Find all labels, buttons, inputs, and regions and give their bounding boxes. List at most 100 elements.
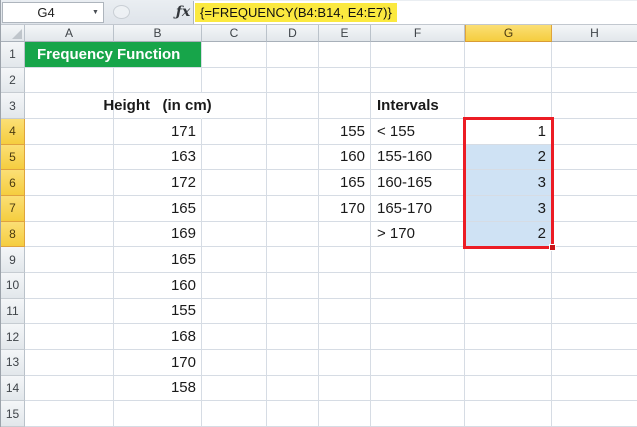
cell-F8[interactable]: > 170: [371, 221, 465, 248]
cell-C7[interactable]: [202, 196, 267, 222]
fill-handle[interactable]: [549, 244, 556, 252]
column-header-G[interactable]: G: [465, 25, 552, 42]
cell-G15[interactable]: [465, 401, 552, 427]
cell-D13[interactable]: [267, 350, 319, 376]
cell-F1[interactable]: [371, 42, 465, 68]
row-header-11[interactable]: 11: [1, 298, 25, 325]
cell-B6[interactable]: 172: [114, 170, 202, 196]
cell-F3[interactable]: Intervals: [371, 93, 465, 119]
row-header-6[interactable]: 6: [1, 170, 25, 196]
cell-B8[interactable]: 169: [114, 221, 202, 248]
cell-C3[interactable]: [202, 93, 267, 119]
cell-A1[interactable]: Frequency Function: [25, 42, 202, 68]
cell-H3[interactable]: [552, 93, 637, 119]
cell-B10[interactable]: 160: [114, 273, 202, 299]
cell-C14[interactable]: [202, 375, 267, 402]
insert-function-icon[interactable]: ƒx: [175, 4, 191, 20]
cell-D3[interactable]: [267, 93, 319, 119]
cell-C11[interactable]: [202, 298, 267, 325]
row-header-10[interactable]: 10: [1, 273, 25, 299]
cell-E9[interactable]: [319, 247, 371, 273]
name-box-value[interactable]: G4: [37, 5, 55, 20]
cell-A10[interactable]: [25, 273, 114, 299]
cell-A12[interactable]: [25, 324, 114, 350]
cell-H7[interactable]: [552, 196, 637, 222]
cell-E4[interactable]: 155: [319, 119, 371, 145]
cell-H13[interactable]: [552, 350, 637, 376]
cell-A15[interactable]: [25, 401, 114, 427]
column-header-D[interactable]: D: [267, 25, 319, 42]
row-header-1[interactable]: 1: [1, 42, 25, 68]
cell-A14[interactable]: [25, 375, 114, 402]
cell-C13[interactable]: [202, 350, 267, 376]
row-header-14[interactable]: 14: [1, 375, 25, 402]
cell-F7[interactable]: 165-170: [371, 196, 465, 222]
cell-G1[interactable]: [465, 42, 552, 68]
cell-C9[interactable]: [202, 247, 267, 273]
cell-F11[interactable]: [371, 298, 465, 325]
cell-H6[interactable]: [552, 170, 637, 196]
cell-H10[interactable]: [552, 273, 637, 299]
cell-F14[interactable]: [371, 375, 465, 402]
cell-C10[interactable]: [202, 273, 267, 299]
column-header-F[interactable]: F: [371, 25, 465, 42]
cell-G13[interactable]: [465, 350, 552, 376]
cell-F2[interactable]: [371, 67, 465, 94]
row-header-5[interactable]: 5: [1, 144, 25, 171]
cell-E11[interactable]: [319, 298, 371, 325]
name-box[interactable]: G4 ▼: [2, 2, 104, 23]
cell-D4[interactable]: [267, 119, 319, 145]
column-header-B[interactable]: B: [114, 25, 202, 42]
column-header-A[interactable]: A: [25, 25, 114, 42]
cell-C12[interactable]: [202, 324, 267, 350]
cell-E8[interactable]: [319, 221, 371, 248]
cell-E6[interactable]: 165: [319, 170, 371, 196]
cell-F9[interactable]: [371, 247, 465, 273]
row-header-4[interactable]: 4: [1, 119, 25, 145]
cell-G12[interactable]: [465, 324, 552, 350]
cell-C6[interactable]: [202, 170, 267, 196]
cell-G4[interactable]: 1: [465, 119, 552, 145]
cell-A8[interactable]: [25, 221, 114, 248]
cell-B14[interactable]: 158: [114, 375, 202, 402]
cell-B13[interactable]: 170: [114, 350, 202, 376]
cell-B5[interactable]: 163: [114, 144, 202, 171]
row-header-9[interactable]: 9: [1, 247, 25, 273]
cell-E13[interactable]: [319, 350, 371, 376]
cell-H9[interactable]: [552, 247, 637, 273]
cell-F12[interactable]: [371, 324, 465, 350]
cell-E14[interactable]: [319, 375, 371, 402]
cell-H5[interactable]: [552, 144, 637, 171]
cell-B4[interactable]: 171: [114, 119, 202, 145]
column-header-C[interactable]: C: [202, 25, 267, 42]
cell-D11[interactable]: [267, 298, 319, 325]
column-header-E[interactable]: E: [319, 25, 371, 42]
cell-H8[interactable]: [552, 221, 637, 248]
cell-F5[interactable]: 155-160: [371, 144, 465, 171]
cell-D5[interactable]: [267, 144, 319, 171]
cell-D10[interactable]: [267, 273, 319, 299]
cell-A9[interactable]: [25, 247, 114, 273]
cell-B12[interactable]: 168: [114, 324, 202, 350]
cell-G5[interactable]: 2: [465, 144, 552, 171]
row-header-12[interactable]: 12: [1, 324, 25, 350]
cell-G3[interactable]: [465, 93, 552, 119]
name-box-dropdown-icon[interactable]: ▼: [92, 9, 99, 16]
cell-C15[interactable]: [202, 401, 267, 427]
cell-G14[interactable]: [465, 375, 552, 402]
cell-A2[interactable]: [25, 67, 114, 94]
row-header-2[interactable]: 2: [1, 67, 25, 94]
cell-G10[interactable]: [465, 273, 552, 299]
cell-E1[interactable]: [319, 42, 371, 68]
cell-D15[interactable]: [267, 401, 319, 427]
cell-H15[interactable]: [552, 401, 637, 427]
column-header-H[interactable]: H: [552, 25, 637, 42]
cell-E5[interactable]: 160: [319, 144, 371, 171]
cell-F10[interactable]: [371, 273, 465, 299]
cell-C1[interactable]: [202, 42, 267, 68]
cell-C2[interactable]: [202, 67, 267, 94]
cell-D7[interactable]: [267, 196, 319, 222]
cell-E7[interactable]: 170: [319, 196, 371, 222]
cell-E10[interactable]: [319, 273, 371, 299]
row-header-13[interactable]: 13: [1, 350, 25, 376]
